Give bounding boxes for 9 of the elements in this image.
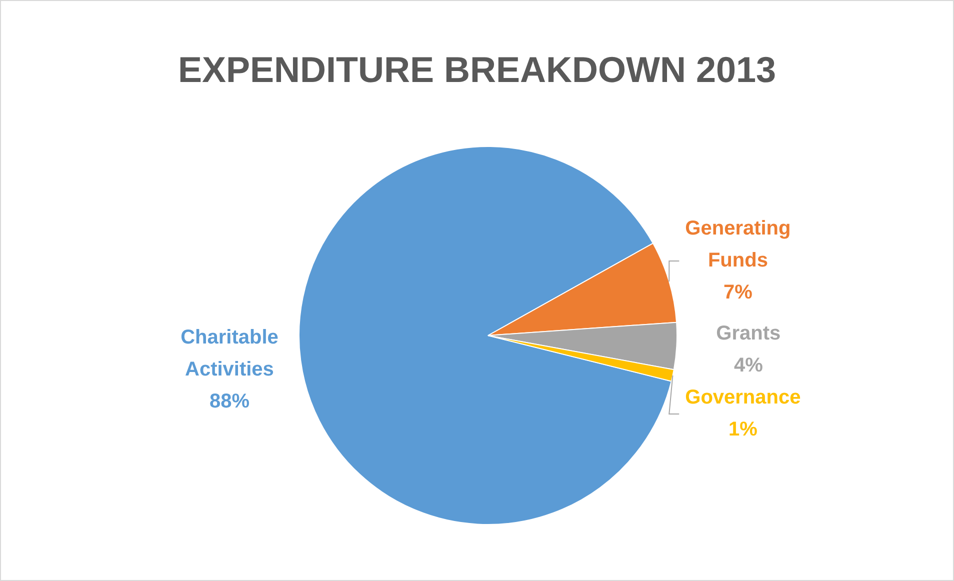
- data-label: 7%: [723, 282, 753, 304]
- data-label: 88%: [209, 390, 250, 413]
- data-label: 4%: [734, 354, 764, 377]
- chart-title: EXPENDITURE BREAKDOWN 2013: [176, 49, 778, 91]
- slice-label: Grants: [716, 322, 781, 345]
- slice-label: Generating Funds: [685, 218, 791, 272]
- slice-label: Charitable Activities: [180, 326, 278, 381]
- data-label: 1%: [728, 418, 758, 441]
- slice-label: Governance: [685, 386, 801, 409]
